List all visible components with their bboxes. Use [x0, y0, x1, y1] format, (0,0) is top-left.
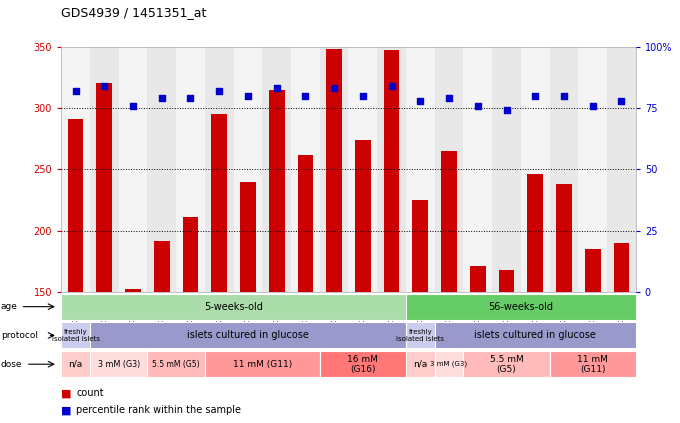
Text: ■: ■: [61, 405, 71, 415]
Point: [501, 107, 512, 114]
Point: [185, 95, 196, 102]
Bar: [320, 47, 348, 292]
Text: freshly
isolated islets: freshly isolated islets: [52, 329, 99, 342]
Text: 11 mM
(G11): 11 mM (G11): [577, 354, 608, 374]
Bar: [262, 47, 291, 292]
Text: age: age: [1, 302, 18, 311]
Bar: [492, 47, 521, 292]
Bar: [118, 47, 148, 292]
Bar: [90, 47, 118, 292]
Bar: [384, 50, 399, 292]
Text: count: count: [76, 388, 104, 398]
Text: GDS4939 / 1451351_at: GDS4939 / 1451351_at: [61, 6, 207, 19]
Point: [473, 102, 483, 109]
Bar: [61, 294, 406, 320]
Bar: [613, 243, 629, 292]
Bar: [298, 155, 313, 292]
Bar: [176, 47, 205, 292]
Bar: [435, 351, 463, 377]
Bar: [61, 47, 90, 292]
Point: [386, 82, 397, 89]
Bar: [377, 47, 406, 292]
Bar: [61, 322, 90, 349]
Point: [558, 92, 569, 99]
Point: [588, 102, 598, 109]
Bar: [406, 322, 435, 349]
Text: percentile rank within the sample: percentile rank within the sample: [76, 405, 241, 415]
Point: [328, 85, 339, 92]
Bar: [154, 241, 169, 292]
Point: [443, 95, 454, 102]
Point: [358, 92, 369, 99]
Point: [70, 88, 81, 94]
Bar: [205, 47, 233, 292]
Bar: [90, 351, 148, 377]
Bar: [269, 90, 284, 292]
Text: freshly
isolated islets: freshly isolated islets: [396, 329, 444, 342]
Text: n/a: n/a: [413, 360, 428, 369]
Bar: [233, 47, 262, 292]
Bar: [205, 351, 320, 377]
Bar: [148, 351, 205, 377]
Point: [530, 92, 541, 99]
Bar: [521, 47, 549, 292]
Bar: [463, 47, 492, 292]
Point: [616, 97, 627, 104]
Point: [415, 97, 426, 104]
Bar: [61, 351, 90, 377]
Text: dose: dose: [1, 360, 22, 369]
Bar: [406, 351, 435, 377]
Text: 3 mM (G3): 3 mM (G3): [97, 360, 140, 369]
Point: [300, 92, 311, 99]
Point: [99, 82, 109, 89]
Bar: [585, 249, 600, 292]
Point: [243, 92, 254, 99]
Text: islets cultured in glucose: islets cultured in glucose: [475, 330, 596, 341]
Bar: [413, 200, 428, 292]
Bar: [326, 49, 342, 292]
Bar: [578, 47, 607, 292]
Bar: [607, 47, 636, 292]
Text: 11 mM (G11): 11 mM (G11): [233, 360, 292, 369]
Text: ■: ■: [61, 388, 71, 398]
Text: 16 mM
(G16): 16 mM (G16): [347, 354, 378, 374]
Bar: [320, 351, 406, 377]
Text: protocol: protocol: [1, 331, 37, 340]
Point: [156, 95, 167, 102]
Bar: [240, 182, 256, 292]
Point: [214, 88, 224, 94]
Bar: [435, 47, 463, 292]
Point: [271, 85, 282, 92]
Bar: [549, 47, 578, 292]
Bar: [68, 119, 84, 292]
Bar: [211, 114, 227, 292]
Bar: [97, 83, 112, 292]
Bar: [90, 322, 406, 349]
Text: 3 mM (G3): 3 mM (G3): [430, 361, 468, 368]
Bar: [549, 351, 636, 377]
Text: 56-weeks-old: 56-weeks-old: [488, 302, 554, 312]
Bar: [556, 184, 572, 292]
Bar: [406, 294, 636, 320]
Bar: [355, 140, 371, 292]
Text: 5.5 mM
(G5): 5.5 mM (G5): [490, 354, 524, 374]
Bar: [463, 351, 549, 377]
Bar: [528, 174, 543, 292]
Bar: [125, 288, 141, 292]
Bar: [435, 322, 636, 349]
Point: [128, 102, 139, 109]
Bar: [406, 47, 435, 292]
Bar: [291, 47, 320, 292]
Bar: [148, 47, 176, 292]
Bar: [348, 47, 377, 292]
Bar: [470, 266, 486, 292]
Bar: [183, 217, 199, 292]
Text: 5.5 mM (G5): 5.5 mM (G5): [152, 360, 200, 369]
Text: islets cultured in glucose: islets cultured in glucose: [187, 330, 309, 341]
Text: 5-weeks-old: 5-weeks-old: [204, 302, 263, 312]
Bar: [498, 270, 514, 292]
Bar: [441, 151, 457, 292]
Text: n/a: n/a: [69, 360, 83, 369]
